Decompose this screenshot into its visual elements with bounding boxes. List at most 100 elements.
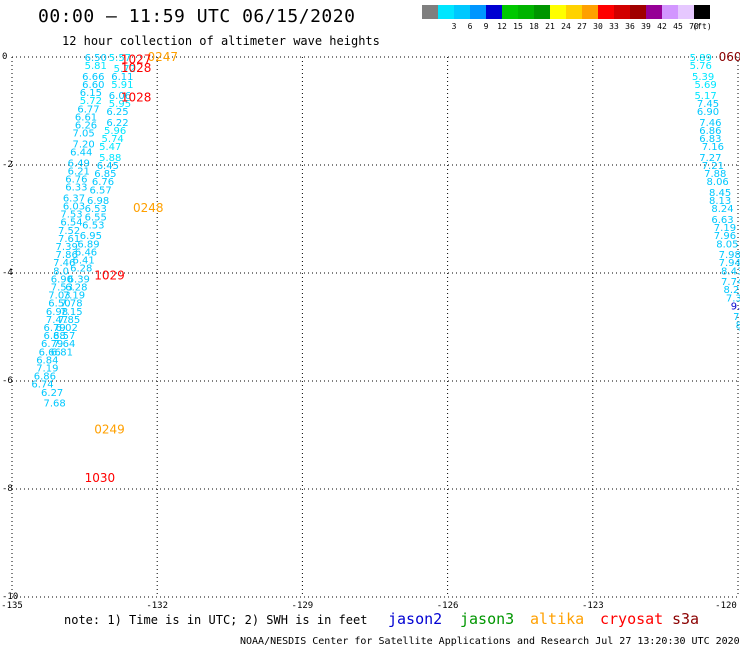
- pass-time-label: 0248: [133, 201, 164, 215]
- scale-swatch: [518, 5, 534, 19]
- wave-height-value: 6.15: [80, 88, 102, 99]
- wave-height-value: 6.66: [82, 72, 104, 83]
- wave-height-value: 9.38: [731, 301, 740, 312]
- wave-height-value: 7.94: [719, 258, 740, 269]
- wave-height-value: 6.45: [97, 161, 119, 172]
- wave-height-value: 8.22: [723, 285, 740, 296]
- wave-height-value: 6.33: [65, 183, 87, 194]
- wave-height-value: 7.74: [721, 277, 740, 288]
- scale-label: 45: [673, 22, 683, 31]
- scale-label: 70: [689, 22, 699, 31]
- wave-height-value: 5.81: [85, 61, 107, 72]
- scale-label: 36: [625, 22, 635, 31]
- wave-height-value: 6.25: [106, 107, 128, 118]
- wave-height-value: 6.85: [94, 169, 116, 180]
- wave-height-value: 6.88: [43, 331, 65, 342]
- wave-height-value: 6.77: [77, 104, 99, 115]
- pass-time-label: 0249: [94, 423, 125, 437]
- wave-height-value: 7.20: [73, 139, 95, 150]
- satellite-cryosat: cryosat: [600, 610, 664, 628]
- lon-tick-label: -129: [291, 601, 314, 611]
- wave-height-value: 8.45: [709, 188, 731, 199]
- wave-height-value: 6.02: [56, 323, 78, 334]
- scale-swatch: [646, 5, 662, 19]
- lat-tick-label: -2: [2, 160, 13, 170]
- scale-label: 33: [609, 22, 619, 31]
- wave-height-value: 6.81: [51, 347, 73, 358]
- wave-height-value: 6.79: [43, 323, 65, 334]
- lon-tick-label: -126: [436, 601, 459, 611]
- wave-height-value: 6.84: [36, 355, 58, 366]
- wave-height-value: 6.22: [106, 118, 128, 129]
- scale-label: 12: [497, 22, 507, 31]
- wave-height-value: 7.03: [48, 291, 70, 302]
- lon-tick-label: -135: [1, 601, 23, 611]
- wave-height-value: 6.76: [92, 177, 114, 188]
- wave-height-value: 7.86: [56, 250, 78, 261]
- scale-swatch: [502, 5, 518, 19]
- wave-height-value: 6.49: [68, 158, 90, 169]
- wave-height-value: 6.26: [75, 121, 97, 132]
- page-title: 00:00 – 11:59 UTC 06/15/2020: [38, 6, 356, 27]
- wave-height-value: 5.89: [690, 53, 712, 64]
- color-scale-labels: 3 6 9 12 15 18 21 24 27 30 33 36 39 42 45 70 (ft): [422, 22, 740, 34]
- wave-height-value: 7.19: [63, 291, 85, 302]
- satellite-jason2: jason2: [388, 610, 443, 628]
- scale-swatch: [566, 5, 582, 19]
- wave-height-value: 6.28: [65, 283, 87, 294]
- lat-tick-label: -6: [2, 376, 13, 386]
- wave-height-value: 8.13: [709, 196, 731, 207]
- scale-swatch: [582, 5, 598, 19]
- wave-height-value: 6.41: [73, 256, 95, 267]
- pass-time-label: 1027: [121, 53, 152, 67]
- wave-height-value: 6.57: [89, 185, 111, 196]
- wave-height-value: 5.96: [104, 126, 126, 137]
- wave-height-value: 5.95: [109, 99, 131, 110]
- wave-height-value: 6.44: [70, 148, 92, 159]
- wave-height-value: 7.19: [36, 364, 58, 375]
- wave-height-value: 6.98: [46, 307, 68, 318]
- credit-line: NOAA/NESDIS Center for Satellite Applica…: [240, 636, 740, 647]
- satellite-s3a: s3a: [672, 610, 700, 628]
- pass-time-label: 1028: [121, 61, 152, 75]
- wave-height-value: 7.53: [51, 283, 73, 294]
- wave-height-value: 6.60: [82, 80, 104, 91]
- scale-label: 42: [657, 22, 667, 31]
- wave-height-value: 6.90: [51, 274, 73, 285]
- wave-height-value: 7.19: [714, 223, 736, 234]
- wave-height-value: 5.47: [99, 142, 121, 153]
- wave-height-value: 5.17: [694, 91, 716, 102]
- scale-swatch: [662, 5, 678, 19]
- lat-tick-label: 0: [2, 52, 8, 62]
- wave-height-value: 7.05: [73, 129, 95, 140]
- wave-height-value: 5.74: [102, 134, 124, 145]
- wave-height-value: 5.72: [114, 64, 136, 75]
- scale-swatch: [470, 5, 486, 19]
- wave-height-value: 7.53: [60, 210, 82, 221]
- scale-label: 15: [513, 22, 523, 31]
- wave-height-value: 6.76: [65, 175, 87, 186]
- wave-height-value: 8.0: [53, 266, 69, 277]
- wave-height-value: 5.72: [80, 96, 102, 107]
- scale-label: 9: [483, 22, 489, 31]
- page-subtitle: 12 hour collection of altimeter wave hei…: [62, 34, 380, 48]
- wave-height-value: 6.86: [34, 372, 56, 383]
- pass-time-label: 1029: [94, 269, 125, 283]
- wave-height-value: 7.78: [60, 299, 82, 310]
- color-scale: [422, 5, 710, 19]
- wave-height-value: 5.69: [694, 80, 716, 91]
- wave-height-value: 5.91: [111, 80, 133, 91]
- footer-note: note: 1) Time is in UTC; 2) SWH is in fe…: [64, 613, 368, 627]
- scale-label: 3: [451, 22, 457, 31]
- scale-label: 24: [561, 22, 571, 31]
- scale-label: 30: [593, 22, 603, 31]
- scale-label: 6: [467, 22, 473, 31]
- scale-unit-label: (ft): [692, 22, 712, 31]
- scale-swatch: [614, 5, 630, 19]
- scale-swatch: [598, 5, 614, 19]
- scale-swatch: [454, 5, 470, 19]
- wave-height-value: 7.88: [704, 169, 726, 180]
- wave-height-value: 8.43: [721, 266, 740, 277]
- wave-height-value: 6.53: [82, 220, 104, 231]
- scale-label: 21: [545, 22, 555, 31]
